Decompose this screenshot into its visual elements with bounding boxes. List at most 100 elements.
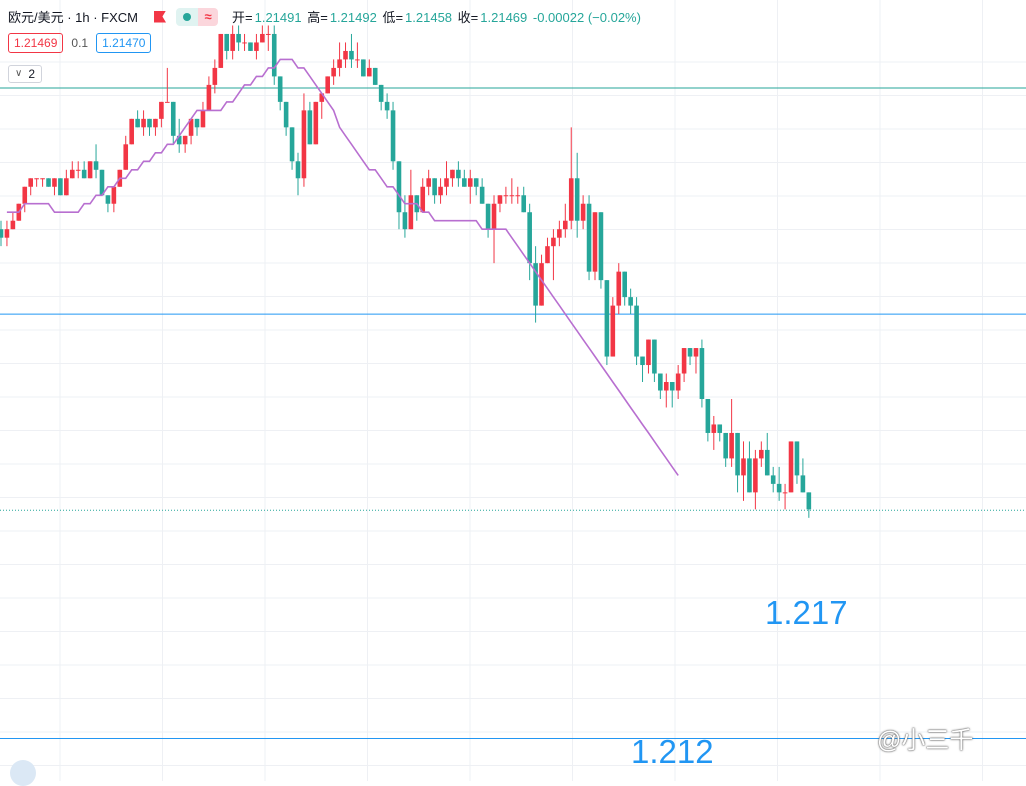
candle-down [622, 271, 627, 298]
candle-down [806, 492, 812, 510]
candle-down [717, 424, 723, 433]
open-value: 1.21491 [254, 10, 302, 25]
open-label: 开= [232, 10, 253, 25]
candle-up [545, 246, 550, 264]
tradingview-logo-icon[interactable] [10, 760, 36, 786]
candle-down [800, 475, 806, 493]
candle-down [194, 118, 200, 128]
candle-down [634, 305, 639, 357]
candle-up [331, 67, 336, 77]
candle-down [687, 348, 693, 357]
candle-down [527, 212, 532, 264]
candle-up [610, 305, 616, 357]
candle-down [361, 59, 366, 77]
candle-up [242, 42, 247, 44]
candle-up [355, 59, 360, 61]
candle-up [206, 84, 212, 111]
candle-down [396, 161, 402, 213]
market-status-pill[interactable]: ≈ [176, 7, 219, 26]
buy-price-button[interactable]: 1.21470 [96, 33, 152, 53]
candle-up [69, 169, 75, 179]
candle-up [497, 195, 503, 204]
candle-down [776, 483, 782, 493]
candle-up [450, 169, 455, 179]
chevron-down-icon: ∨ [15, 68, 23, 79]
candle-down [390, 110, 396, 162]
candle-up [141, 118, 146, 128]
candle-down [747, 458, 752, 493]
candle-down [432, 178, 437, 196]
candle-down [640, 356, 645, 366]
candle-down [723, 432, 728, 459]
candle-down [105, 195, 111, 204]
indicators-toggle-button[interactable]: ∨ 2 [8, 64, 43, 83]
candle-up [467, 178, 473, 187]
candle-up [40, 178, 45, 180]
candle-up [509, 195, 515, 197]
candle-up [343, 50, 348, 60]
candle-down [574, 178, 580, 221]
close-label: 收= [457, 10, 479, 25]
candle-down [349, 50, 354, 60]
candle-down [176, 135, 182, 145]
candle-up [75, 169, 81, 171]
candle-up [646, 339, 651, 366]
candle-down [764, 449, 770, 476]
candle-up [313, 101, 319, 145]
candle-down [669, 382, 675, 391]
candle-down [147, 118, 152, 128]
candle-up [675, 373, 681, 391]
candle-up [563, 220, 568, 230]
indicators-row: ∨ 2 [8, 63, 43, 83]
candle-down [277, 76, 283, 102]
candle-down [598, 212, 604, 281]
candle-up [759, 449, 764, 459]
candle-up [337, 59, 342, 68]
candle-up [200, 110, 206, 128]
candle-down [699, 348, 705, 399]
low-label: 低= [382, 10, 404, 25]
candle-up [123, 144, 129, 170]
candle-up [681, 348, 687, 374]
candle-up [515, 195, 521, 197]
flag-icon[interactable] [154, 10, 167, 23]
close-value: 1.21469 [480, 10, 528, 25]
moving-average-line [6, 58, 679, 476]
candle-up [568, 178, 574, 221]
candle-down [248, 42, 253, 51]
candle-down [224, 33, 230, 51]
candle-up [4, 229, 10, 238]
candle-down [170, 101, 176, 136]
candle-down [46, 178, 51, 187]
candle-up [491, 203, 497, 230]
candle-down [271, 33, 277, 77]
candle-down [81, 169, 87, 179]
candle-up [325, 76, 330, 94]
candle-up [64, 178, 69, 196]
chart-legend: 欧元/美元 · 1h · FXCM ≈ 开= 1.21491 高= 1.21492 … [8, 7, 643, 26]
candle-down [402, 212, 408, 230]
candle-up [426, 178, 431, 187]
candle-up [159, 101, 164, 119]
candle-up [254, 42, 259, 51]
candle-up [438, 186, 443, 196]
candle-up [230, 33, 235, 51]
candle-down [462, 178, 467, 187]
wave-icon: ≈ [198, 7, 219, 26]
candle-up [616, 271, 622, 306]
candle-down [384, 101, 390, 111]
candle-up [408, 195, 414, 230]
candle-down [93, 161, 99, 170]
watermark: @小三千 [877, 727, 974, 754]
candle-up [444, 178, 449, 187]
candle-up [539, 263, 544, 306]
symbol-label[interactable]: 欧元/美元 · 1h · FXCM [8, 10, 139, 25]
candle-up [188, 118, 194, 136]
candle-up [557, 229, 562, 238]
candle-down [456, 169, 461, 179]
sell-price-button[interactable]: 1.21469 [8, 33, 64, 53]
candle-up [87, 161, 93, 179]
candle-down [794, 441, 800, 476]
candle-down [604, 280, 610, 357]
